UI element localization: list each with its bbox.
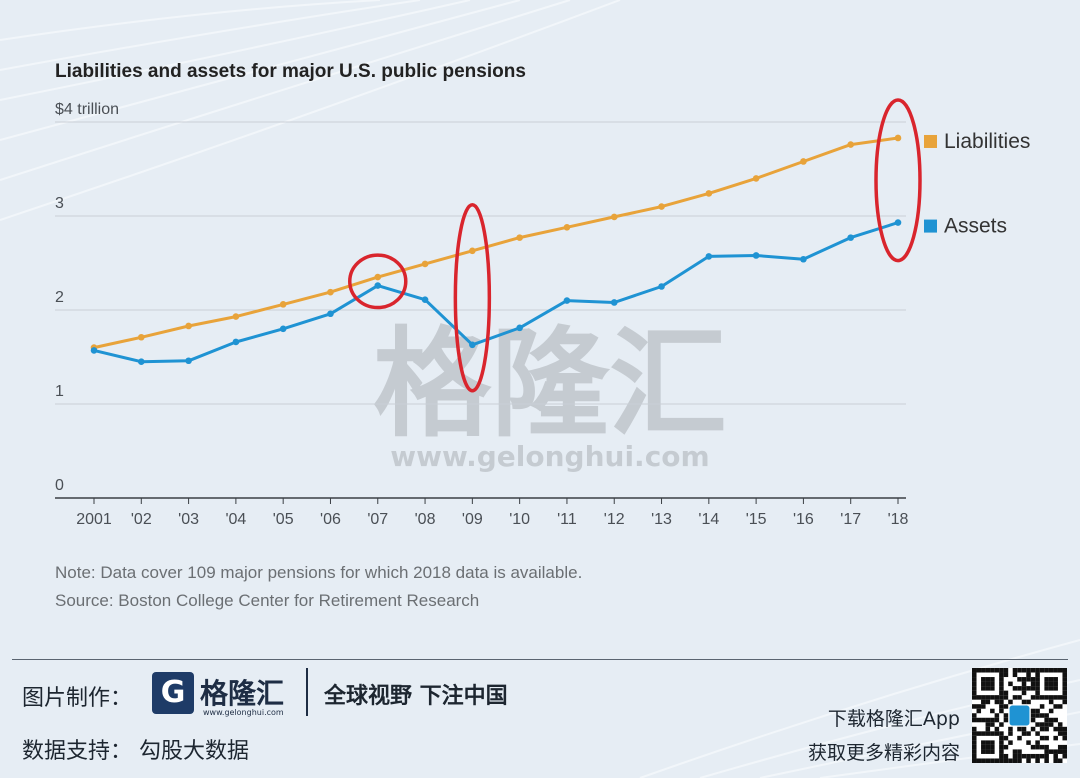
y-tick-label: 2 — [55, 289, 64, 306]
assets-point — [469, 341, 476, 349]
assets-point — [516, 324, 523, 332]
assets-point — [847, 234, 855, 241]
liabilities-point — [610, 213, 618, 221]
assets-point — [894, 219, 902, 226]
liabilities-point — [516, 234, 523, 241]
x-tick-label: '07 — [367, 511, 388, 528]
liabilities-legend-label: Liabilities — [944, 130, 1030, 153]
x-tick-label: '03 — [178, 511, 199, 528]
y-tick-label: 3 — [55, 195, 64, 212]
y-tick-label: 0 — [55, 477, 64, 494]
chart-note: Note: Data cover 109 major pensions for … — [55, 563, 583, 582]
liabilities-point — [658, 203, 665, 210]
x-tick-label: '13 — [651, 511, 672, 528]
watermark-url: www.gelonghui.com — [390, 440, 709, 473]
assets-point — [232, 338, 240, 346]
assets-legend-swatch — [924, 219, 937, 233]
brand-divider — [306, 668, 308, 716]
x-tick-label: '04 — [225, 511, 246, 528]
footer-divider — [12, 659, 1068, 660]
assets-point — [563, 297, 571, 304]
liabilities-point — [137, 333, 145, 341]
highlight-ring — [874, 98, 922, 263]
liabilities-point — [469, 247, 476, 255]
x-tick-label: '06 — [320, 511, 341, 528]
x-tick-label: '14 — [698, 511, 719, 528]
liabilities-point — [185, 322, 192, 330]
liabilities-point — [421, 260, 429, 268]
liabilities-point — [232, 313, 240, 320]
x-tick-label: '18 — [888, 511, 909, 528]
liabilities-point — [705, 190, 713, 197]
data-support-label: 数据支持： 勾股大数据 — [22, 739, 249, 764]
highlight-ring — [348, 253, 408, 310]
x-tick-label: '11 — [557, 511, 577, 528]
chart-source: Source: Boston College Center for Retire… — [55, 591, 480, 610]
x-tick-label: '02 — [131, 511, 152, 528]
chart-title: Liabilities and assets for major U.S. pu… — [55, 61, 526, 82]
x-axis-ticks: 2001 '02 '03 '04 '05 '06 '07 '08 '09 '10 '11 '12 '13… — [76, 498, 909, 528]
qr-code-icon[interactable] — [972, 668, 1067, 763]
assets-point — [421, 296, 429, 303]
x-tick-label: '10 — [509, 511, 530, 528]
qr-logo-icon — [1009, 705, 1030, 726]
liabilities-legend-swatch — [924, 134, 937, 148]
assets-point — [752, 252, 760, 259]
assets-point — [279, 325, 287, 333]
x-tick-label: '12 — [604, 511, 625, 528]
liabilities-point — [847, 141, 855, 148]
assets-point — [137, 358, 145, 366]
x-tick-label: '09 — [462, 511, 483, 528]
assets-point — [705, 253, 713, 260]
x-tick-label: '15 — [746, 511, 767, 528]
brand-url: www.gelonghui.com — [203, 708, 284, 717]
x-tick-label: '16 — [793, 511, 814, 528]
x-tick-label: '17 — [840, 511, 861, 528]
y-tick-label: $4 trillion — [55, 101, 119, 118]
brand-logo-letter: G — [160, 675, 186, 710]
pension-line-chart: 格隆汇 www.gelonghui.com Liabilities and as… — [55, 61, 1030, 528]
y-tick-label: 1 — [55, 383, 64, 400]
x-tick-label: 2001 — [76, 511, 112, 528]
watermark: 格隆汇 www.gelonghui.com — [373, 315, 727, 473]
assets-point — [658, 283, 665, 290]
x-tick-label: '08 — [415, 511, 436, 528]
assets-point — [185, 357, 192, 365]
app-tagline-text: 获取更多精彩内容 — [807, 742, 960, 764]
liabilities-point — [563, 223, 571, 231]
assets-legend-label: Assets — [944, 215, 1007, 238]
brand-name: 格隆汇 — [200, 677, 285, 710]
assets-point — [90, 347, 98, 354]
liabilities-line — [93, 136, 899, 350]
brand-logo-icon: G — [152, 672, 194, 714]
assets-point — [374, 282, 382, 289]
qr-modules — [972, 668, 1067, 763]
liabilities-point — [752, 175, 760, 182]
assets-point — [327, 310, 334, 318]
liabilities-point — [279, 301, 287, 308]
highlight-rings — [348, 98, 922, 393]
assets-point — [800, 255, 807, 263]
y-axis-ticks: 0 1 2 3 $4 trillion — [55, 101, 119, 494]
liabilities-point — [894, 134, 902, 142]
app-download-text: 下载格隆汇App — [827, 708, 960, 730]
brand-slogan: 全球视野 下注中国 — [324, 684, 508, 709]
liabilities-point — [800, 158, 807, 165]
series-lines — [90, 134, 902, 366]
assets-point — [610, 299, 618, 306]
x-tick-label: '05 — [273, 511, 294, 528]
watermark-brand: 格隆汇 — [373, 315, 727, 453]
credit-label: 图片制作： — [22, 686, 133, 711]
liabilities-point — [327, 288, 334, 296]
liabilities-point — [374, 273, 382, 281]
assets-line — [93, 221, 899, 364]
legend: Liabilities Assets — [924, 130, 1030, 238]
highlight-ring — [453, 203, 492, 393]
